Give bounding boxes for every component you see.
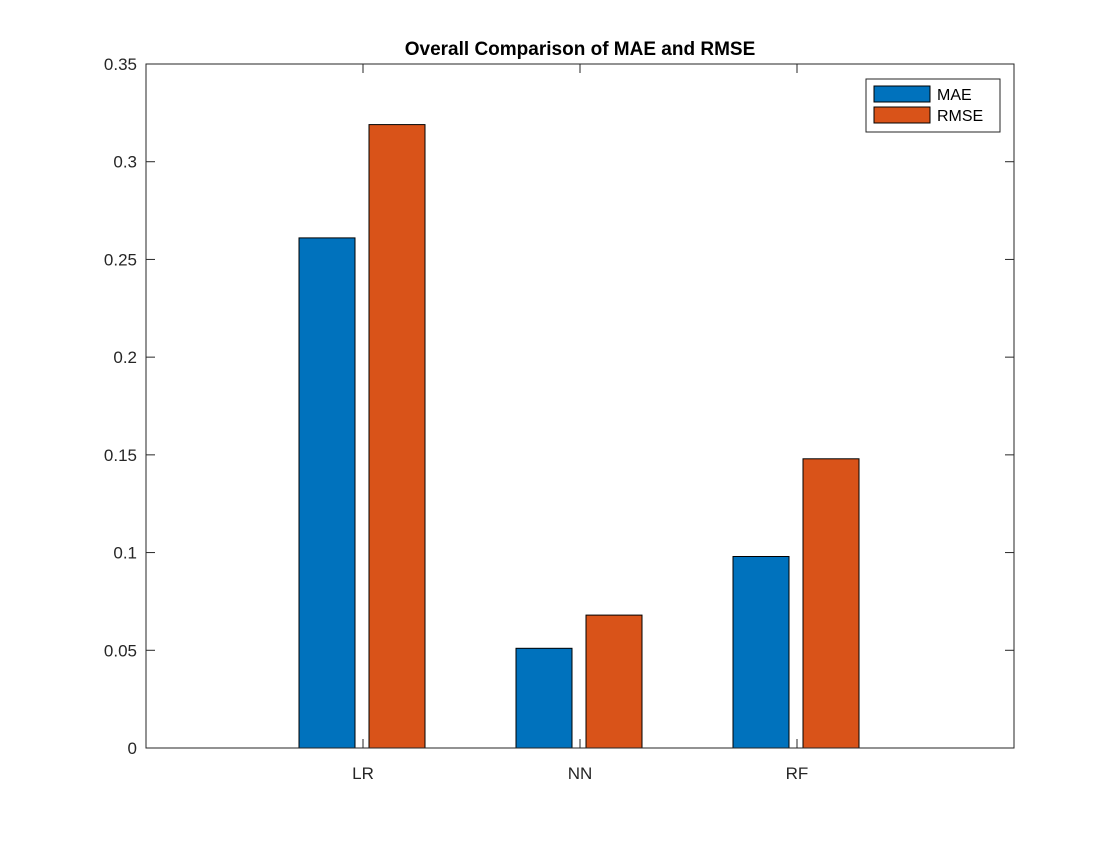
bar-mae-nn (515, 647, 573, 749)
legend-label-rmse: RMSE (937, 108, 983, 125)
legend: MAE RMSE (865, 78, 1001, 133)
legend-swatch-rmse (873, 106, 931, 124)
bar-rmse-lr (368, 124, 426, 749)
legend-swatch-mae (873, 85, 931, 103)
bar-rmse-rf (802, 458, 860, 749)
y-tick-label: 0.05 (104, 641, 137, 660)
y-tick-label: 0 (128, 739, 137, 758)
x-tick-label: RF (786, 764, 809, 783)
y-tick-label: 0.25 (104, 250, 137, 269)
y-tick-label: 0.35 (104, 55, 137, 74)
y-tick-label: 0.15 (104, 446, 137, 465)
bars-layer (298, 124, 860, 749)
x-tick-label: NN (568, 764, 593, 783)
x-tick-label: LR (352, 764, 374, 783)
bar-mae-rf (732, 556, 790, 749)
y-tick-label: 0.1 (113, 544, 137, 563)
ticks-layer: 0 0.05 0.1 0.15 0.2 0.25 0.3 0.35 LR NN RF (104, 55, 1014, 783)
bar-rmse-nn (585, 614, 643, 749)
legend-label-mae: MAE (937, 87, 972, 104)
y-tick-label: 0.2 (113, 348, 137, 367)
chart-title: Overall Comparison of MAE and RMSE (405, 39, 756, 60)
y-tick-label: 0.3 (113, 153, 137, 172)
bar-mae-lr (298, 237, 356, 749)
